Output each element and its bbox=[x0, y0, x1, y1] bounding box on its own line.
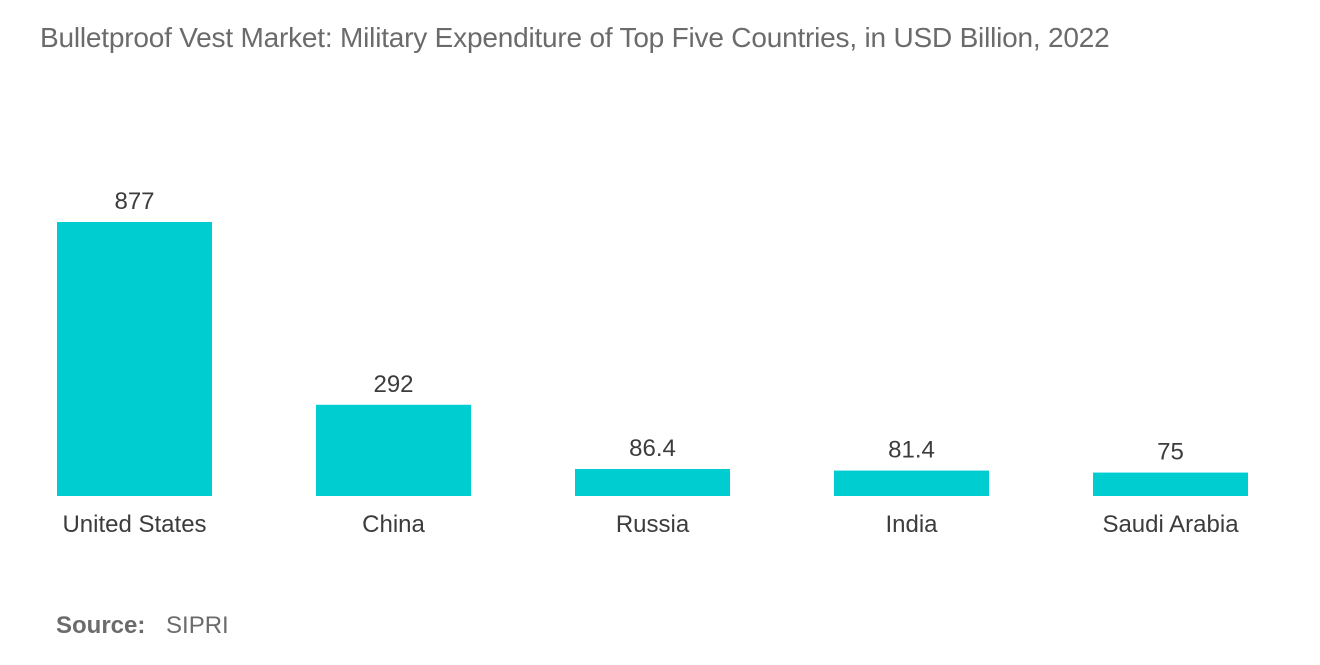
category-label-russia: Russia bbox=[616, 511, 690, 538]
value-label-saudi-arabia: 75 bbox=[1157, 439, 1184, 466]
category-label-saudi-arabia: Saudi Arabia bbox=[1102, 511, 1239, 538]
chart-title: Bulletproof Vest Market: Military Expend… bbox=[40, 22, 1110, 53]
bar-saudi-arabia bbox=[1093, 472, 1248, 496]
bar-chart: 877 United States 292 China 86.4 Russia 81.4 In… bbox=[57, 188, 1248, 538]
bar-india bbox=[834, 470, 989, 496]
value-label-united-states: 877 bbox=[114, 188, 154, 215]
value-label-china: 292 bbox=[373, 371, 413, 398]
category-label-united-states: United States bbox=[62, 511, 206, 538]
value-label-india: 81.4 bbox=[888, 437, 935, 464]
bar-russia bbox=[575, 469, 730, 496]
source-label: Source: bbox=[56, 612, 146, 639]
bar-china bbox=[316, 404, 471, 496]
source-value: SIPRI bbox=[166, 612, 229, 639]
bar-united-states bbox=[57, 222, 212, 496]
category-label-india: India bbox=[885, 511, 938, 538]
value-label-russia: 86.4 bbox=[629, 435, 676, 462]
category-label-china: China bbox=[362, 511, 425, 538]
source-note: Source: SIPRI bbox=[56, 612, 229, 640]
